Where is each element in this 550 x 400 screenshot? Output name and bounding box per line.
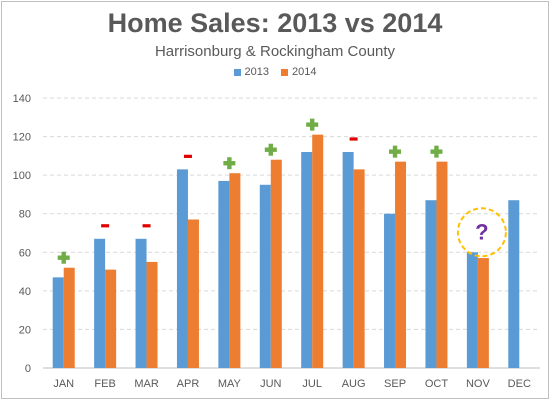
x-tick-label: APR (177, 378, 200, 390)
question-marker: ? (475, 219, 488, 244)
legend-item-2013: 2013 (233, 66, 269, 78)
plus-marker-jul-v (310, 118, 315, 131)
legend: 2013 2014 (0, 66, 550, 78)
bar-2014-jul (312, 134, 324, 368)
bar-2013-sep (384, 213, 396, 368)
chart-title: Home Sales: 2013 vs 2014 (107, 8, 443, 38)
y-tick-label: 40 (19, 286, 31, 298)
bar-2014-may (229, 173, 241, 368)
x-tick-label: DEC (508, 378, 531, 390)
x-tick-label: AUG (342, 378, 366, 390)
bar-2013-mar (135, 238, 147, 368)
bar-2013-may (218, 180, 230, 368)
bar-2014-mar (146, 261, 158, 368)
bar-2014-sep (395, 161, 407, 368)
bar-2013-dec (508, 200, 520, 368)
legend-item-2014: 2014 (281, 66, 316, 78)
bar-2014-jun (270, 159, 282, 368)
plus-marker-oct-v (434, 145, 439, 158)
x-tick-label: MAR (134, 378, 159, 390)
y-tick-label: 60 (19, 247, 31, 259)
bar-2014-oct (436, 161, 448, 368)
x-tick-label: MAY (218, 378, 242, 390)
bar-2013-jul (301, 152, 313, 368)
minus-marker-mar (142, 224, 151, 228)
minus-marker-feb (101, 224, 110, 228)
y-tick-label: 100 (13, 170, 31, 182)
bar-2013-oct (425, 200, 437, 368)
y-tick-label: 140 (13, 93, 31, 105)
bar-2013-aug (342, 152, 354, 368)
x-tick-label: OCT (425, 378, 449, 390)
legend-swatch-2013 (233, 68, 241, 76)
y-tick-label: 80 (19, 209, 31, 221)
x-tick-label: JUN (260, 378, 281, 390)
bar-2013-jun (259, 184, 271, 368)
plus-marker-may-v (227, 157, 232, 170)
y-tick-label: 20 (19, 324, 31, 336)
minus-marker-aug (349, 137, 358, 141)
bar-2013-feb (94, 238, 106, 368)
legend-label-2013: 2013 (244, 66, 269, 78)
y-tick-label: 120 (13, 132, 31, 144)
x-tick-label: FEB (94, 378, 115, 390)
x-tick-label: SEP (384, 378, 406, 390)
bar-2014-feb (105, 269, 117, 368)
bar-2014-jan (63, 267, 75, 368)
x-tick-label: JUL (302, 378, 322, 390)
bar-2014-aug (353, 169, 365, 368)
legend-swatch-2014 (281, 68, 288, 76)
bar-2014-nov (477, 258, 489, 368)
legend-label-2014: 2014 (292, 66, 317, 78)
bar-2013-nov (466, 252, 478, 368)
y-tick-label: 0 (25, 363, 31, 375)
plus-marker-jan-v (61, 251, 66, 264)
bar-2013-apr (176, 169, 188, 368)
question-circle (456, 207, 507, 258)
x-tick-label: NOV (466, 378, 491, 390)
bar-2014-apr (187, 219, 199, 368)
bar-2013-jan (52, 277, 64, 368)
plus-marker-sep-v (392, 145, 398, 158)
plus-marker-jun-v (268, 143, 273, 156)
minus-marker-apr (183, 154, 192, 158)
x-tick-label: JAN (53, 378, 74, 390)
chart-subtitle: Harrisonburg & Rockingham County (154, 43, 396, 60)
